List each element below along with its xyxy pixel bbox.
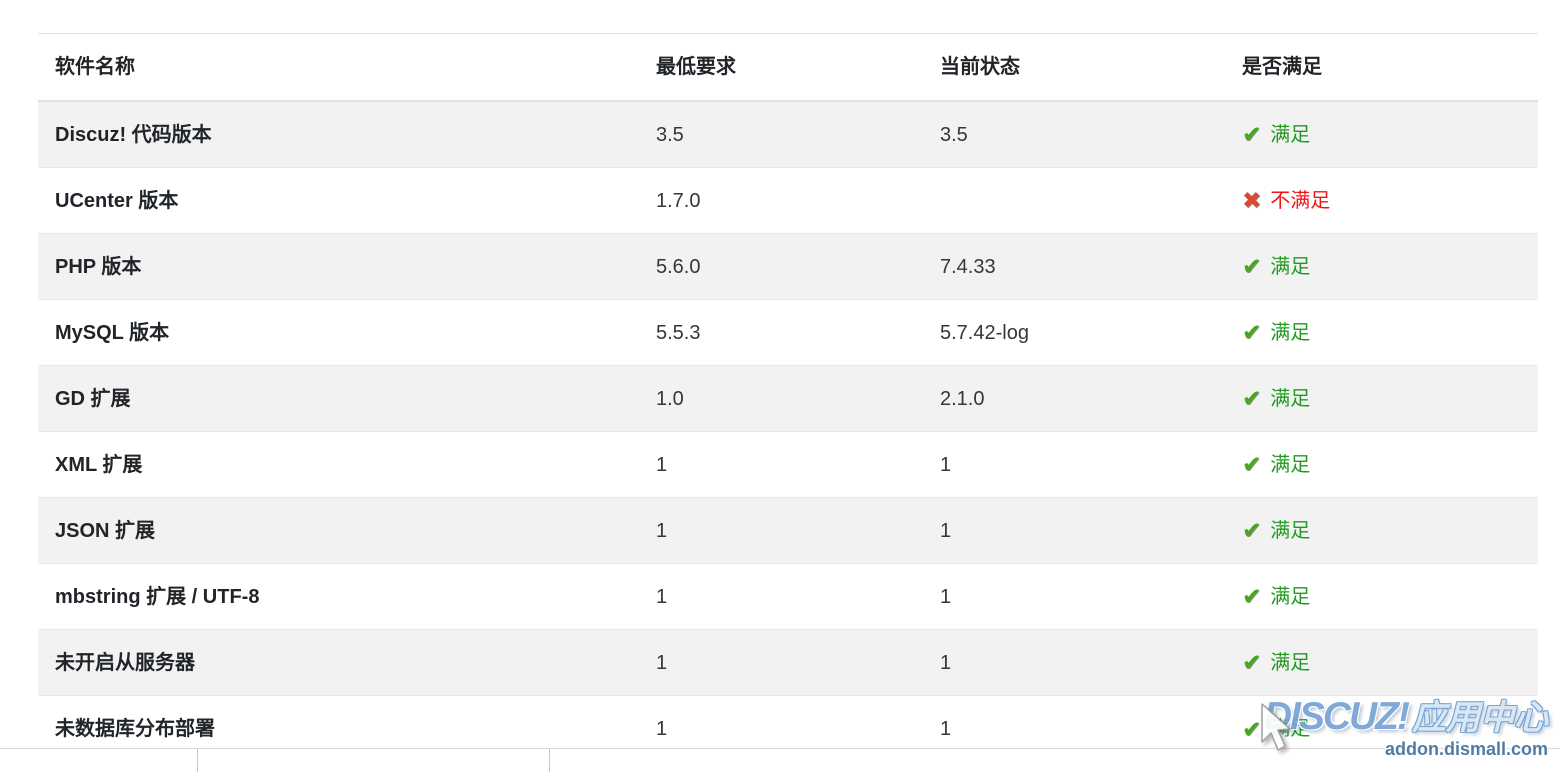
- table-row: JSON 扩展 1 1 ✔ 满足: [38, 498, 1538, 564]
- minimum-requirement-cell: 1: [656, 585, 668, 608]
- software-name-cell: XML 扩展: [55, 453, 143, 476]
- check-icon: ✔: [1242, 386, 1262, 411]
- software-name-cell: Discuz! 代码版本: [55, 123, 212, 146]
- column-header-satisfied: 是否满足: [1242, 56, 1322, 78]
- current-status-cell: 1: [940, 519, 952, 542]
- satisfaction-cell: ✔ 满足: [1225, 387, 1538, 411]
- satisfaction-cell: ✔ 满足: [1225, 321, 1538, 345]
- check-icon: ✔: [1242, 518, 1262, 543]
- software-name-cell: 未数据库分布部署: [55, 718, 215, 740]
- table-row: UCenter 版本 1.7.0 ✖ 不满足: [38, 168, 1538, 234]
- satisfaction-cell: ✔ 满足: [1225, 651, 1538, 675]
- next-table-column-border: [197, 749, 198, 772]
- current-status-cell: 3.5: [940, 123, 968, 146]
- status-label: 满足: [1270, 651, 1311, 674]
- check-icon: ✔: [1242, 650, 1262, 675]
- software-name-cell: mbstring 扩展 / UTF-8: [55, 585, 260, 608]
- check-icon: ✔: [1242, 122, 1262, 147]
- table-row: mbstring 扩展 / UTF-8 1 1 ✔ 满足: [38, 564, 1538, 630]
- check-icon: ✔: [1242, 584, 1262, 609]
- status-label: 满足: [1270, 255, 1311, 278]
- minimum-requirement-cell: 5.6.0: [656, 255, 701, 278]
- table-body: Discuz! 代码版本 3.5 3.5 ✔ 满足 UCenter 版本 1.7…: [38, 102, 1538, 762]
- table-header-row: 软件名称 最低要求 当前状态 是否满足: [38, 34, 1538, 102]
- table-row: XML 扩展 1 1 ✔ 满足: [38, 432, 1538, 498]
- table-row: MySQL 版本 5.5.3 5.7.42-log ✔ 满足: [38, 300, 1538, 366]
- satisfaction-cell: ✔ 满足: [1225, 123, 1538, 147]
- section-divider: [0, 748, 1560, 749]
- table-row: PHP 版本 5.6.0 7.4.33 ✔ 满足: [38, 234, 1538, 300]
- check-icon: ✔: [1242, 452, 1262, 477]
- software-name-cell: PHP 版本: [55, 255, 142, 278]
- current-status-cell: 1: [940, 585, 952, 608]
- check-icon: ✔: [1242, 254, 1262, 279]
- satisfaction-cell: ✔ 满足: [1225, 453, 1538, 477]
- next-table-column-border: [549, 749, 550, 772]
- software-name-cell: 未开启从服务器: [55, 651, 195, 674]
- column-header-minimum-requirement: 最低要求: [656, 56, 736, 78]
- table-row: Discuz! 代码版本 3.5 3.5 ✔ 满足: [38, 102, 1538, 168]
- check-icon: ✔: [1242, 717, 1262, 741]
- minimum-requirement-cell: 1.0: [656, 387, 684, 410]
- table-row: 未数据库分布部署 1 1 ✔ 满足: [38, 696, 1538, 762]
- cursor-icon: [1261, 703, 1291, 751]
- software-name-cell: GD 扩展: [55, 387, 131, 410]
- satisfaction-cell: ✖ 不满足: [1225, 189, 1538, 213]
- software-name-cell: MySQL 版本: [55, 321, 170, 344]
- satisfaction-cell: ✔ 满足: [1225, 519, 1538, 543]
- cross-icon: ✖: [1242, 188, 1262, 213]
- minimum-requirement-cell: 1: [656, 718, 668, 740]
- minimum-requirement-cell: 3.5: [656, 123, 684, 146]
- status-label: 满足: [1270, 585, 1311, 608]
- current-status-cell: 1: [940, 453, 952, 476]
- column-header-current-status: 当前状态: [940, 56, 1020, 78]
- status-label: 满足: [1270, 321, 1311, 344]
- column-header-software-name: 软件名称: [55, 56, 135, 78]
- software-name-cell: JSON 扩展: [55, 519, 156, 542]
- minimum-requirement-cell: 1: [656, 519, 668, 542]
- minimum-requirement-cell: 1: [656, 651, 668, 674]
- status-label: 满足: [1270, 387, 1311, 410]
- current-status-cell: 1: [940, 651, 952, 674]
- requirements-table: 软件名称 最低要求 当前状态 是否满足 Discuz! 代码版本 3.5 3.5…: [38, 33, 1538, 762]
- status-label: 满足: [1270, 453, 1311, 476]
- status-label: 满足: [1270, 123, 1311, 146]
- minimum-requirement-cell: 1: [656, 453, 668, 476]
- current-status-cell: 5.7.42-log: [940, 321, 1029, 344]
- current-status-cell: 2.1.0: [940, 387, 985, 410]
- status-label: 不满足: [1270, 189, 1331, 212]
- satisfaction-cell: ✔ 满足: [1225, 585, 1538, 609]
- current-status-cell: 1: [940, 718, 952, 740]
- table-row: 未开启从服务器 1 1 ✔ 满足: [38, 630, 1538, 696]
- table-row: GD 扩展 1.0 2.1.0 ✔ 满足: [38, 366, 1538, 432]
- satisfaction-cell: ✔ 满足: [1225, 255, 1538, 279]
- status-label: 满足: [1270, 519, 1311, 542]
- current-status-cell: 7.4.33: [940, 255, 996, 278]
- minimum-requirement-cell: 5.5.3: [656, 321, 701, 344]
- check-icon: ✔: [1242, 320, 1262, 345]
- software-name-cell: UCenter 版本: [55, 189, 179, 212]
- minimum-requirement-cell: 1.7.0: [656, 189, 701, 212]
